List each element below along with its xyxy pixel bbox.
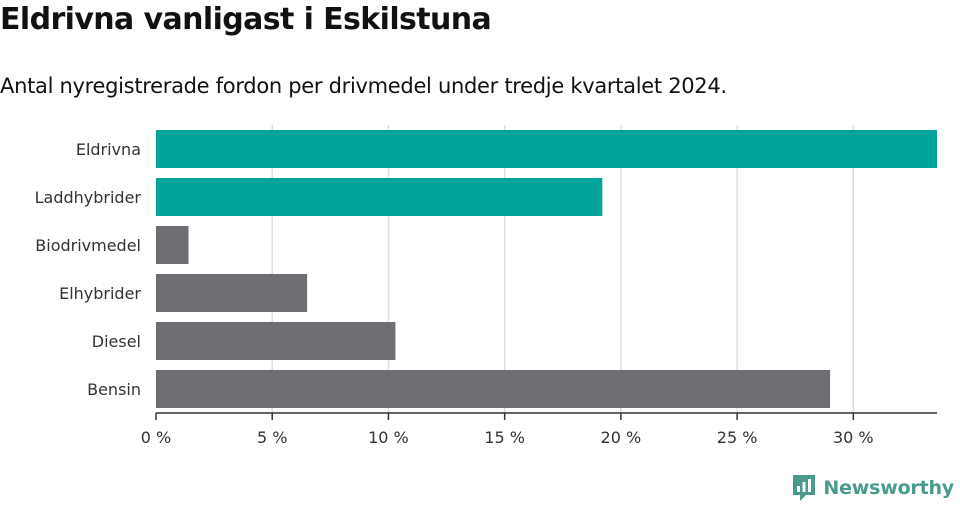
bar <box>156 226 189 264</box>
x-tick-label: 20 % <box>601 428 642 447</box>
category-label: Diesel <box>92 332 141 351</box>
category-label: Eldrivna <box>76 140 141 159</box>
x-tick-label: 10 % <box>368 428 409 447</box>
x-tick-label: 0 % <box>141 428 171 447</box>
category-label: Elhybrider <box>59 284 141 303</box>
bar <box>156 370 831 408</box>
bar <box>156 130 937 168</box>
x-tick-label: 15 % <box>484 428 525 447</box>
category-label: Bensin <box>87 380 141 399</box>
newsworthy-logo-icon <box>793 475 816 501</box>
brand-name: Newsworthy <box>823 477 954 499</box>
category-label: Biodrivmedel <box>35 236 141 255</box>
chart-subtitle: Antal nyregistrerade fordon per drivmede… <box>0 74 727 98</box>
x-tick-label: 25 % <box>717 428 758 447</box>
bar <box>156 322 396 360</box>
bar <box>156 178 603 216</box>
category-label: Laddhybrider <box>35 188 142 207</box>
bar <box>156 274 308 312</box>
x-tick-label: 30 % <box>833 428 874 447</box>
brand-logo: Newsworthy <box>791 474 954 502</box>
chart-title: Eldrivna vanligast i Eskilstuna <box>0 2 492 37</box>
bar-chart: Eldrivna Laddhybrider Biodrivmedel Elhybrid… <box>35 125 937 447</box>
x-tick-label: 5 % <box>257 428 287 447</box>
